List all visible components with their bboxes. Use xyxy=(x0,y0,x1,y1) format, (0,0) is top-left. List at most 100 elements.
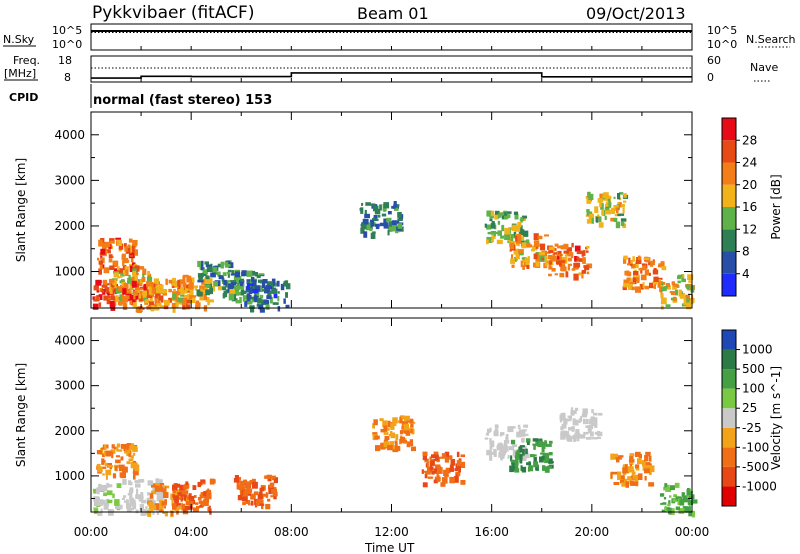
velocity-cell xyxy=(118,504,123,510)
power-cell xyxy=(506,211,512,214)
power-cell xyxy=(115,240,118,246)
power-cell xyxy=(493,235,496,239)
power-cell xyxy=(103,295,109,301)
velocity-cell xyxy=(544,456,549,464)
y-tick-label: 3000 xyxy=(54,379,85,393)
power-cell xyxy=(521,257,525,260)
freq-tick-bottom: 8 xyxy=(64,71,71,84)
power-cell xyxy=(658,263,661,267)
power-cell xyxy=(626,277,632,282)
velocity-cell xyxy=(132,471,135,474)
velocity-cell xyxy=(186,496,191,500)
power-cell xyxy=(626,271,632,277)
power-cell xyxy=(134,275,138,282)
velocity-cell xyxy=(241,497,247,502)
power-cell xyxy=(95,279,102,286)
velocity-cell xyxy=(130,455,134,459)
power-cell xyxy=(101,289,105,293)
power-cell xyxy=(113,272,120,278)
velocity-cell xyxy=(519,430,526,437)
power-cell xyxy=(112,279,117,284)
velocity-cell xyxy=(383,441,390,448)
velocity-cell xyxy=(664,487,670,491)
power-cell xyxy=(586,197,592,204)
date-title: 09/Oct/2013 xyxy=(586,4,686,23)
colorbar-step xyxy=(722,140,736,163)
power-cell xyxy=(597,214,600,219)
power-cell xyxy=(116,266,120,271)
power-cell xyxy=(490,210,494,217)
velocity-cell xyxy=(455,471,461,477)
velocity-cell xyxy=(157,479,163,485)
power-cell xyxy=(204,277,210,284)
velocity-cell xyxy=(400,415,405,420)
velocity-cell xyxy=(134,480,141,484)
power-cell xyxy=(387,226,393,232)
power-cell xyxy=(491,235,494,242)
power-cell xyxy=(188,283,194,290)
power-cell xyxy=(190,296,196,303)
power-cell xyxy=(262,289,265,292)
power-cell xyxy=(583,250,586,256)
velocity-cell xyxy=(268,484,270,490)
power-cell xyxy=(176,294,179,299)
power-cell xyxy=(146,280,153,288)
velocity-cell xyxy=(549,440,553,444)
power-cell xyxy=(619,192,624,195)
power-cell xyxy=(206,266,213,272)
velocity-cell xyxy=(566,436,569,441)
y-axis-title: Slant Range [km] xyxy=(14,158,28,262)
velocity-cell xyxy=(444,457,450,463)
velocity-cell xyxy=(183,485,189,490)
power-cell xyxy=(223,292,228,298)
power-cell xyxy=(141,277,146,282)
velocity-cell xyxy=(114,499,120,506)
power-cell xyxy=(519,253,524,256)
power-cell xyxy=(250,278,255,285)
power-cell xyxy=(246,270,253,277)
power-cell xyxy=(686,302,692,310)
power-cell xyxy=(510,258,515,264)
power-cell xyxy=(124,269,129,276)
velocity-cell xyxy=(160,486,167,493)
colorbar-step xyxy=(722,408,736,428)
velocity-cell xyxy=(122,479,127,485)
power-cell xyxy=(552,253,556,258)
velocity-cell xyxy=(128,443,132,448)
power-cell xyxy=(391,225,398,232)
power-cell xyxy=(148,300,154,305)
power-cell xyxy=(521,242,527,249)
power-cell xyxy=(604,207,609,210)
power-cell xyxy=(486,236,493,243)
power-cell xyxy=(681,278,686,283)
power-cell xyxy=(632,263,636,268)
power-cell xyxy=(585,250,589,253)
power-cell xyxy=(177,297,183,303)
power-cell xyxy=(396,220,400,225)
power-cell xyxy=(548,246,555,253)
power-cell xyxy=(273,293,278,299)
velocity-cell xyxy=(160,503,164,508)
velocity-cell xyxy=(132,460,137,464)
velocity-cell xyxy=(591,409,594,413)
velocity-cell xyxy=(133,468,139,476)
power-cell xyxy=(630,278,633,284)
power-cell xyxy=(504,215,509,220)
velocity-cell xyxy=(160,509,163,513)
velocity-cell xyxy=(112,493,115,499)
colorbar-title: Power [dB] xyxy=(769,174,783,239)
velocity-cell xyxy=(424,473,428,479)
power-cell xyxy=(606,195,610,202)
velocity-cell xyxy=(123,495,127,498)
power-cell xyxy=(620,218,627,222)
velocity-cell xyxy=(441,453,446,458)
velocity-cell xyxy=(489,438,492,445)
power-cell xyxy=(182,274,189,278)
power-cell xyxy=(622,207,625,214)
velocity-cell xyxy=(624,464,628,470)
power-cell xyxy=(131,280,137,288)
power-cell xyxy=(127,244,131,251)
power-cell xyxy=(154,298,158,306)
velocity-cell xyxy=(140,479,145,482)
velocity-cell xyxy=(664,483,668,489)
